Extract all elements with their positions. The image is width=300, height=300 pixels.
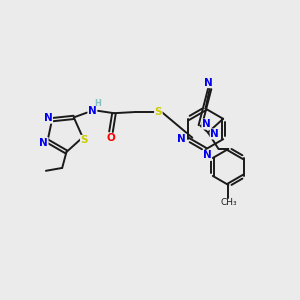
Text: N: N <box>202 119 211 129</box>
Text: N: N <box>39 138 48 148</box>
Text: N: N <box>44 113 52 123</box>
Text: O: O <box>106 134 115 143</box>
Text: H: H <box>94 99 101 108</box>
Text: N: N <box>204 78 213 88</box>
Text: CH₃: CH₃ <box>220 199 237 208</box>
Text: N: N <box>210 129 219 139</box>
Text: S: S <box>155 107 162 117</box>
Text: N: N <box>178 134 186 144</box>
Text: N: N <box>88 106 97 116</box>
Text: S: S <box>80 135 88 146</box>
Text: N: N <box>202 150 211 161</box>
